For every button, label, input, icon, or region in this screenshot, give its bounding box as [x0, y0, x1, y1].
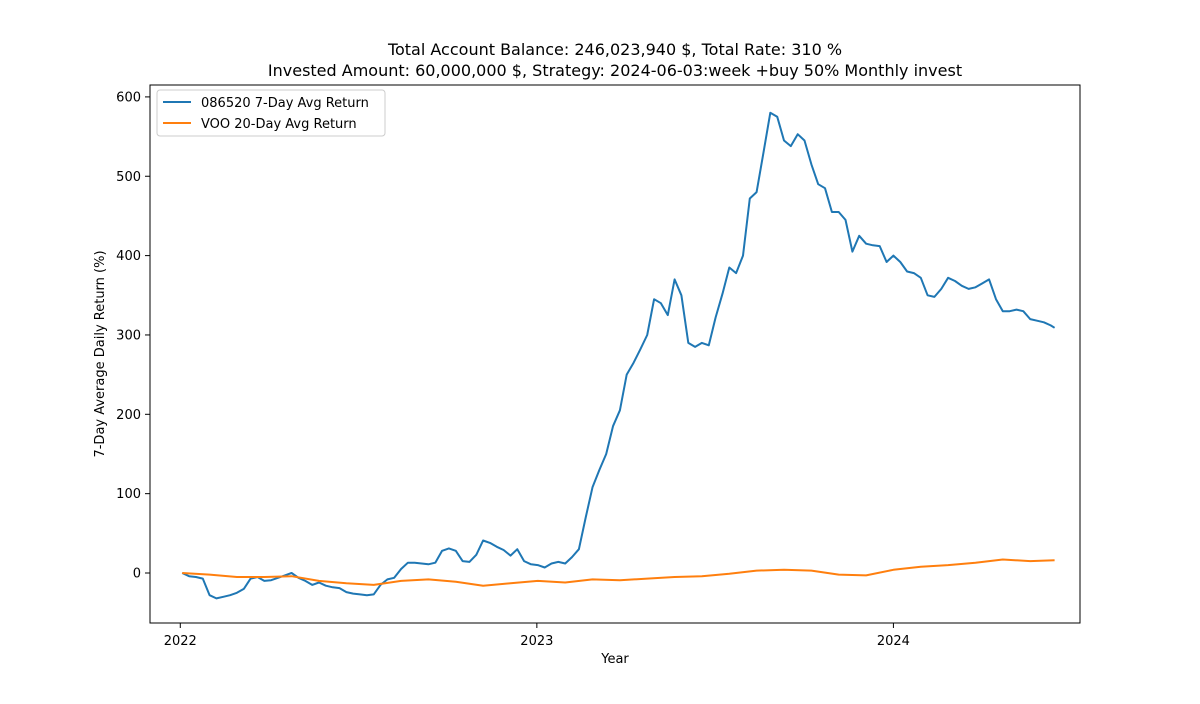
- x-tick-label: 2022: [164, 634, 197, 649]
- plot-area: [149, 84, 1081, 624]
- x-tick-label: 2023: [520, 634, 553, 649]
- y-tick-label: 300: [116, 328, 141, 343]
- x-axis-label: Year: [600, 652, 629, 667]
- y-tick-label: 0: [133, 567, 141, 582]
- y-tick-label: 200: [116, 408, 141, 423]
- legend-box: [156, 89, 386, 137]
- legend: 086520 7-Day Avg Return VOO 20-Day Avg R…: [156, 89, 386, 137]
- x-axis: 2022 2023 2024: [164, 623, 910, 649]
- series-line-086520: [181, 111, 1056, 600]
- legend-label-voo: VOO 20-Day Avg Return: [201, 117, 357, 132]
- series-line-voo: [182, 558, 1055, 587]
- y-tick-label: 400: [116, 249, 141, 264]
- legend-label-086520: 086520 7-Day Avg Return: [201, 96, 369, 111]
- y-tick-label: 600: [116, 90, 141, 105]
- chart-title-line1: Total Account Balance: 246,023,940 $, To…: [387, 40, 842, 59]
- chart-title-line2: Invested Amount: 60,000,000 $, Strategy:…: [268, 61, 962, 80]
- y-tick-label: 500: [116, 170, 141, 185]
- series-layer: [181, 111, 1056, 600]
- y-tick-label: 100: [116, 487, 141, 502]
- y-axis-label: 7-Day Average Daily Return (%): [93, 250, 108, 457]
- x-tick-label: 2024: [877, 634, 910, 649]
- y-axis: 0 100 200 300 400 500 600: [116, 90, 150, 582]
